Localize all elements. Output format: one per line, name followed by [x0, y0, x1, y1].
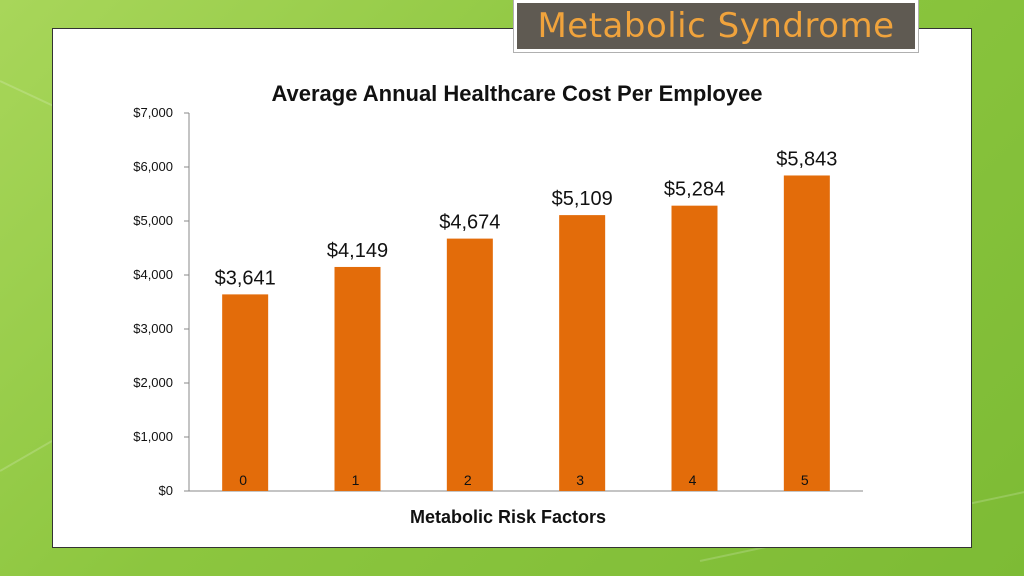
y-tick-label: $1,000: [133, 429, 173, 444]
x-axis-label: Metabolic Risk Factors: [410, 507, 606, 527]
x-tick-label: 5: [801, 472, 809, 488]
slide-title: Metabolic Syndrome: [537, 6, 895, 46]
bar: [446, 238, 493, 491]
y-tick-label: $4,000: [133, 267, 173, 282]
bar: [671, 205, 718, 491]
y-tick-label: $6,000: [133, 159, 173, 174]
x-tick-label: 3: [576, 472, 584, 488]
bar-chart: Average Annual Healthcare Cost Per Emplo…: [133, 81, 863, 527]
bars: $3,641 0 $4,149 1 $4,674 2 $5,109 3 $5,284 4 $5,84…: [215, 148, 837, 491]
bar: [222, 294, 269, 491]
data-label: $5,284: [664, 179, 725, 201]
y-tick-label: $2,000: [133, 375, 173, 390]
bar: [334, 266, 381, 491]
x-tick-label: 1: [352, 472, 360, 488]
axes: $0 $1,000 $2,000 $3,000 $4,000 $5,000 $6,000 $7…: [133, 105, 863, 498]
y-tick-label: $7,000: [133, 105, 173, 120]
chart-panel: Average Annual Healthcare Cost Per Emplo…: [52, 28, 972, 548]
y-tick-label: $0: [159, 483, 173, 498]
data-label: $5,843: [776, 148, 837, 170]
y-tick-label: $5,000: [133, 213, 173, 228]
bar: [783, 175, 830, 491]
y-tick-label: $3,000: [133, 321, 173, 336]
data-label: $5,109: [552, 188, 613, 210]
slide-title-box: Metabolic Syndrome: [513, 0, 919, 53]
x-tick-label: 2: [464, 472, 472, 488]
x-tick-label: 0: [239, 472, 247, 488]
chart-title: Average Annual Healthcare Cost Per Emplo…: [271, 81, 762, 106]
x-tick-label: 4: [689, 472, 697, 488]
data-label: $4,674: [439, 212, 500, 234]
data-label: $4,149: [327, 240, 388, 262]
data-label: $3,641: [215, 267, 276, 289]
bar: [559, 215, 606, 491]
